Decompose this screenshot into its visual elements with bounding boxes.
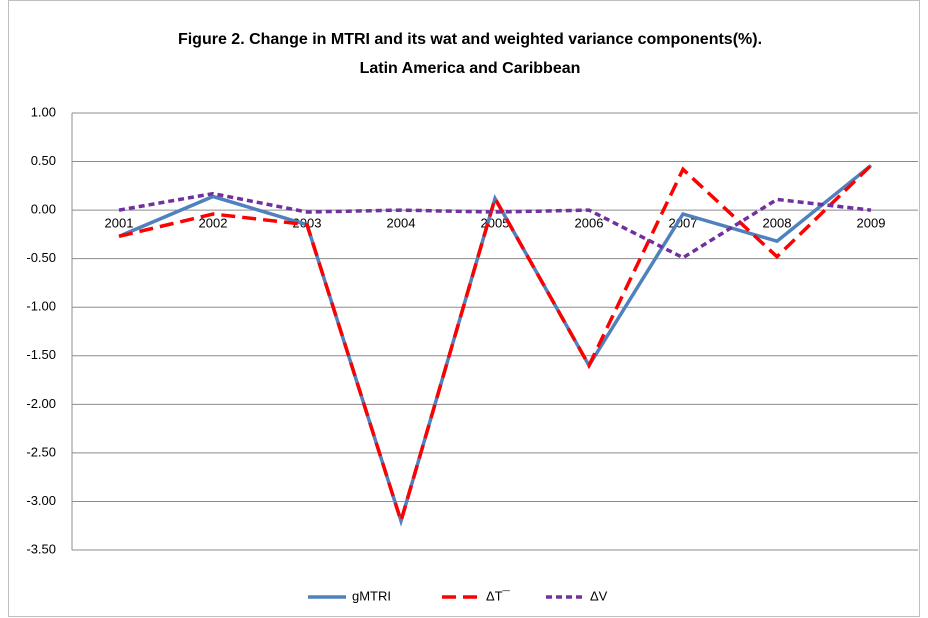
x-tick-label: 2001: [105, 216, 134, 231]
x-tick-label: 2006: [575, 216, 604, 231]
y-tick-label: -2.50: [26, 444, 56, 459]
legend-label: ΔT¯: [486, 588, 511, 603]
series-line: [118, 191, 872, 260]
y-tick-label: -2.00: [26, 396, 56, 411]
series-line: [118, 164, 873, 527]
legend-label: gMTRI: [352, 588, 391, 603]
y-tick-label: 0.00: [31, 202, 56, 217]
y-tick-label: -3.00: [26, 493, 56, 508]
y-tick-label: -1.50: [26, 347, 56, 362]
x-tick-label: 2004: [387, 216, 416, 231]
y-tick-label: 1.00: [31, 104, 56, 119]
y-tick-label: 0.50: [31, 153, 56, 168]
y-tick-label: -3.50: [26, 541, 56, 556]
x-tick-label: 2008: [763, 216, 792, 231]
legend-label: ΔV: [590, 588, 608, 603]
chart-title: Figure 2. Change in MTRI and its wat and…: [178, 31, 762, 48]
y-tick-label: -1.00: [26, 299, 56, 314]
chart-title: Latin America and Caribbean: [360, 60, 581, 77]
x-tick-label: 2002: [199, 216, 228, 231]
series-line: [118, 164, 873, 527]
x-tick-label: 2009: [857, 216, 886, 231]
y-tick-label: -0.50: [26, 250, 56, 265]
